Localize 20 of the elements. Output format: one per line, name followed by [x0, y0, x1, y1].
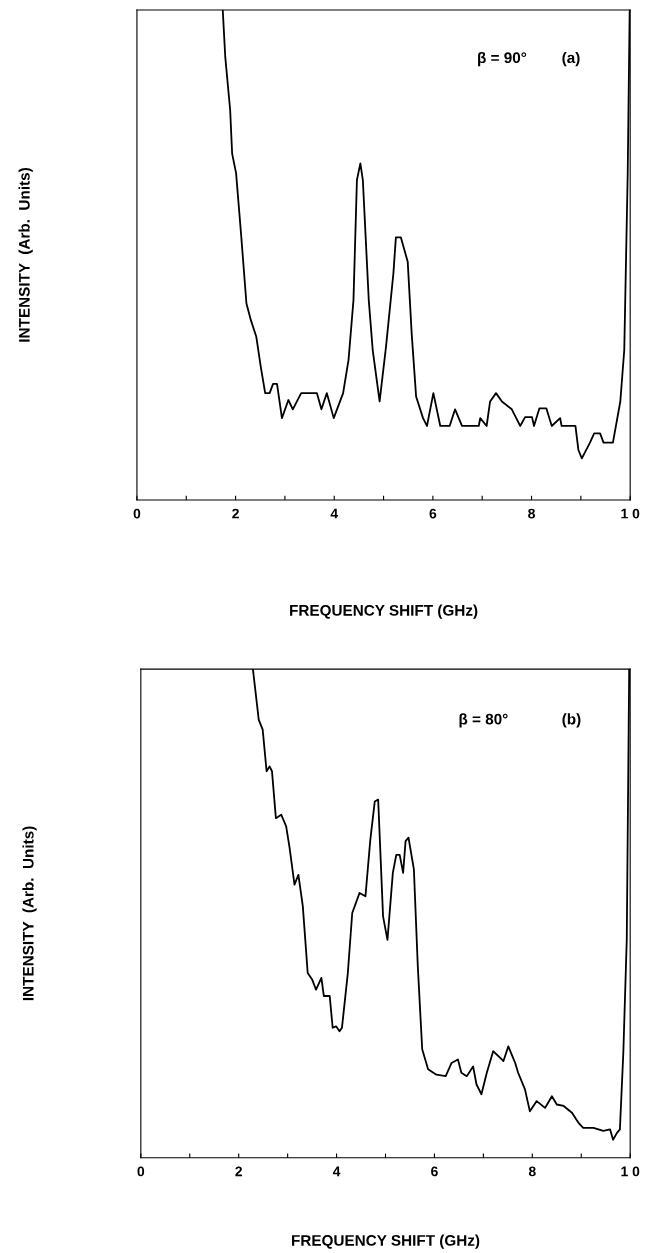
x-axis-title: FREQUENCY SHIFT (GHz): [292, 1234, 480, 1249]
x-tick-label: 0: [133, 508, 141, 519]
x-tick-label: 4: [330, 508, 339, 519]
x-tick-label: 2: [232, 508, 239, 519]
y-axis-title: INTENSITY (Arb. Units): [18, 168, 33, 342]
annotation: β = 90°: [478, 51, 527, 67]
y-axis-title: INTENSITY (Arb. Units): [22, 826, 37, 1001]
x-tick-label: 0: [137, 1166, 145, 1177]
x-tick-label: 6: [431, 1166, 438, 1177]
x-axis-title: FREQUENCY SHIFT (GHz): [290, 604, 478, 619]
annotation: β = 80°: [459, 713, 508, 728]
x-tick-label: 2: [235, 1166, 243, 1177]
annotation: (a): [562, 51, 580, 67]
x-tick-label: 8: [528, 1166, 536, 1177]
x-tick-label: 8: [528, 508, 535, 519]
x-tick-label: 4: [332, 1166, 341, 1177]
x-tick-label: 6: [429, 508, 437, 519]
x-tick-label: 1 0: [621, 1166, 640, 1177]
annotation: (b): [562, 713, 581, 728]
x-tick-label: 1 0: [621, 508, 640, 519]
